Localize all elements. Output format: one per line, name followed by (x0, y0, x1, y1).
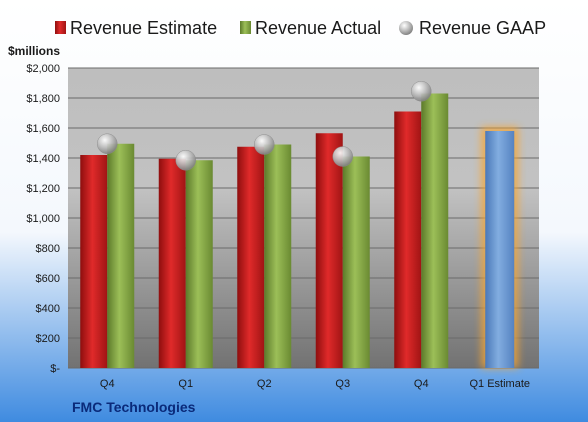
legend-label-revenue-gaap: Revenue GAAP (419, 18, 546, 38)
bar-revenue-estimate (237, 146, 265, 368)
legend: Revenue Estimate Revenue Actual Revenue … (55, 18, 546, 38)
y-tick-label: $2,000 (26, 63, 60, 75)
gridlines (68, 67, 539, 369)
legend-item-revenue-actual: Revenue Actual (240, 18, 381, 38)
y-tick-label: $- (50, 363, 60, 375)
marker-revenue-gaap (332, 146, 353, 167)
y-axis-title: $millions (8, 44, 60, 58)
bar-revenue-estimate (315, 133, 343, 368)
legend-marker-revenue-gaap (399, 21, 413, 35)
marker-revenue-gaap (411, 81, 432, 102)
bar-q1-estimate (485, 131, 515, 368)
y-axis-tick-labels: $- $200 $400 $600 $800 $1,000 $1,200 $1,400 $1,6… (26, 63, 60, 375)
y-tick-label: $1,000 (26, 213, 60, 225)
legend-item-revenue-gaap: Revenue GAAP (399, 18, 546, 38)
bar-revenue-actual (185, 160, 213, 368)
bar-revenue-actual (264, 144, 292, 368)
bar-revenue-actual (107, 143, 135, 368)
x-tick-label: Q4 (414, 378, 429, 390)
bar-revenue-estimate (394, 111, 422, 368)
bar-revenue-estimate (80, 155, 108, 368)
legend-item-revenue-estimate: Revenue Estimate (55, 18, 217, 38)
marker-revenue-gaap (97, 133, 118, 154)
x-tick-label: Q1 Estimate (469, 378, 530, 390)
gaap-markers (97, 81, 432, 171)
y-tick-label: $200 (36, 333, 60, 345)
marker-revenue-gaap (175, 150, 196, 171)
y-tick-label: $1,400 (26, 153, 60, 165)
legend-swatch-revenue-estimate (55, 21, 66, 34)
y-tick-label: $400 (36, 303, 60, 315)
y-tick-label: $1,600 (26, 123, 60, 135)
x-tick-label: Q4 (100, 378, 115, 390)
legend-label-revenue-actual: Revenue Actual (255, 18, 381, 38)
x-axis-tick-labels: Q4 Q1 Q2 Q3 Q4 Q1 Estimate (100, 378, 530, 390)
legend-label-revenue-estimate: Revenue Estimate (70, 18, 217, 38)
y-tick-label: $1,200 (26, 183, 60, 195)
x-tick-label: Q2 (257, 378, 272, 390)
company-name: FMC Technologies (72, 399, 196, 415)
x-tick-label: Q1 (178, 378, 193, 390)
legend-swatch-revenue-actual (240, 21, 251, 34)
bar-revenue-actual (342, 156, 370, 368)
x-tick-label: Q3 (335, 378, 350, 390)
marker-revenue-gaap (254, 134, 275, 155)
bar-revenue-actual (421, 93, 449, 368)
bar-revenue-estimate (158, 158, 186, 368)
bars (80, 93, 519, 368)
y-tick-label: $800 (36, 243, 60, 255)
y-tick-label: $1,800 (26, 93, 60, 105)
y-tick-label: $600 (36, 273, 60, 285)
